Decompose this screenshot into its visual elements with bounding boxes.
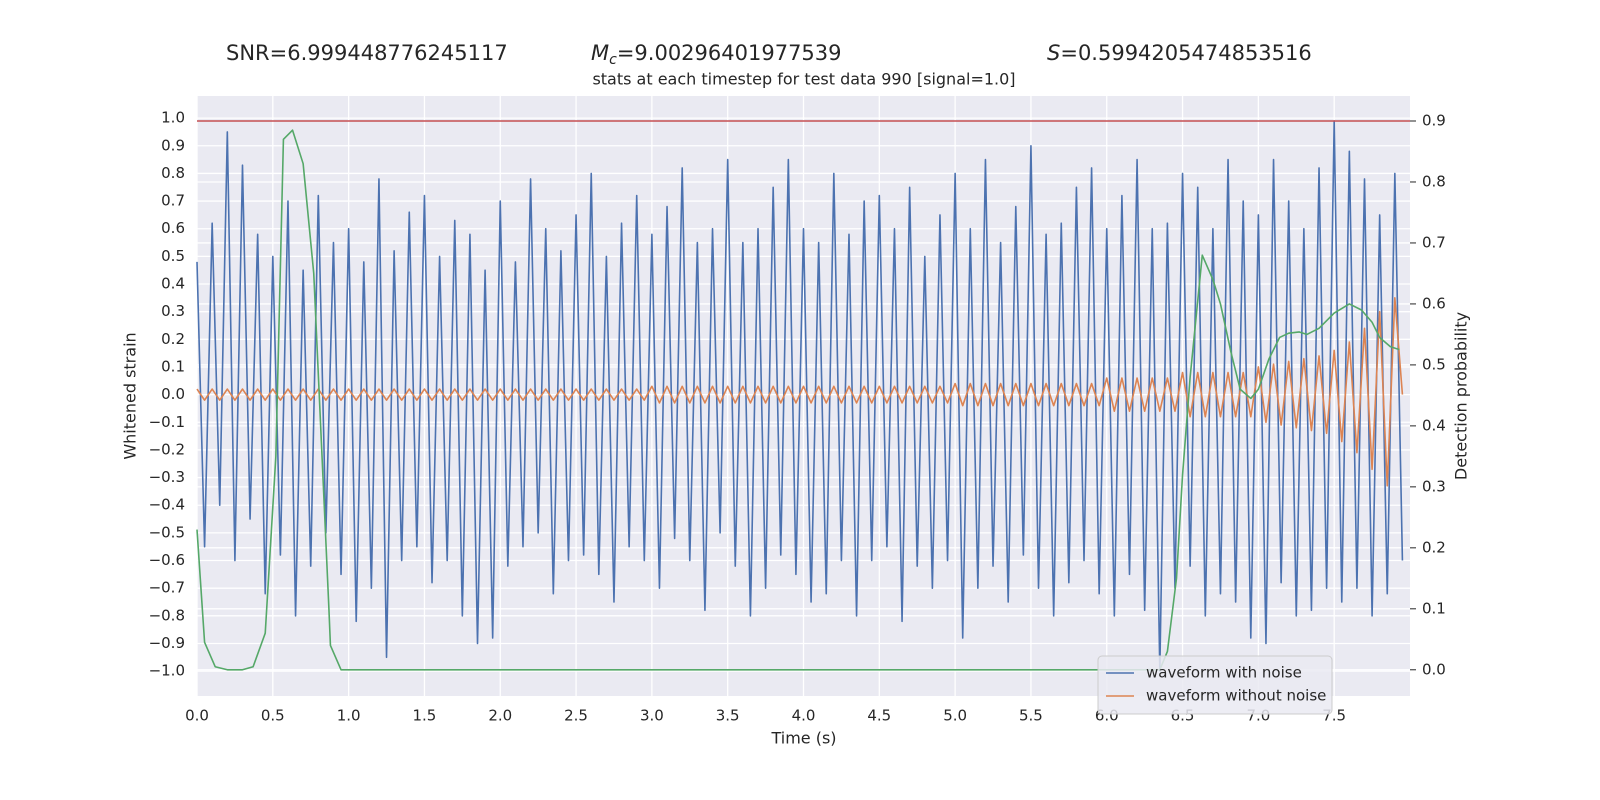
x-tick-label: 5.0 [943, 707, 967, 725]
y-tick-label: 0.5 [161, 247, 185, 265]
symbol: S [1047, 41, 1060, 65]
y-tick-label: 0.1 [161, 357, 185, 375]
series-line [196, 129, 1400, 671]
y2-tick-label: 0.5 [1422, 355, 1446, 373]
y-tick-label: −0.1 [149, 413, 185, 431]
y-tick-label: −0.3 [149, 468, 185, 486]
x-tick-label: 4.5 [867, 707, 891, 725]
y-tick-label: 0.3 [161, 302, 185, 320]
x-tick-label: 0.0 [185, 707, 209, 725]
y-tick-label: 0.9 [161, 136, 185, 154]
y-tick-label: 0.8 [161, 164, 185, 182]
y2-tick-label: 0.6 [1422, 294, 1446, 312]
y-tick-label: −0.4 [149, 496, 185, 514]
y-tick-label: −0.9 [149, 634, 185, 652]
y2-tick-label: 0.1 [1422, 599, 1446, 617]
y2-tick-label: 0.0 [1422, 660, 1446, 678]
x-tick-label: 5.5 [1019, 707, 1043, 725]
series-line [196, 297, 1404, 487]
y-tick-label: −0.5 [149, 523, 185, 541]
x-axis-label: Time (s) [770, 729, 836, 748]
y-tick-label: −0.7 [149, 579, 185, 597]
y2-axis-label: Detection probability [1452, 312, 1471, 480]
spin-annotation: S=0.5994205474853516 [1047, 41, 1312, 65]
x-tick-label: 0.5 [261, 707, 285, 725]
symbol: M [591, 41, 609, 65]
y2-tick-label: 0.7 [1422, 233, 1446, 251]
y-tick-label: 1.0 [161, 109, 185, 127]
y-tick-label: −0.8 [149, 606, 185, 624]
series-line [196, 120, 1404, 672]
y-axis-label: Whitened strain [121, 332, 140, 459]
x-tick-label: 1.0 [337, 707, 361, 725]
y2-tick-label: 0.9 [1422, 112, 1446, 130]
chart-title: stats at each timestep for test data 990… [592, 70, 1015, 89]
subscript: c [609, 52, 617, 68]
snr-annotation: SNR=6.999448776245117 [226, 41, 508, 65]
x-tick-label: 2.0 [488, 707, 512, 725]
value: =0.5994205474853516 [1060, 41, 1311, 65]
y2-tick-label: 0.4 [1422, 416, 1446, 434]
y-tick-label: 0.7 [161, 192, 185, 210]
y-tick-label: 0.2 [161, 330, 185, 348]
y2-tick-label: 0.2 [1422, 538, 1446, 556]
legend-label: waveform with noise [1146, 664, 1302, 682]
y-tick-label: −0.2 [149, 440, 185, 458]
legend-box [1097, 655, 1333, 715]
chirp-mass-annotation: Mc=9.00296401977539 [591, 41, 842, 68]
y-tick-label: −0.6 [149, 551, 185, 569]
y2-tick-label: 0.3 [1422, 477, 1446, 495]
y-tick-label: −1.0 [149, 662, 185, 680]
y-tick-label: 0.0 [161, 385, 185, 403]
x-tick-label: 2.5 [564, 707, 588, 725]
x-tick-label: 1.5 [413, 707, 437, 725]
y-tick-label: 0.6 [161, 219, 185, 237]
y-tick-label: 0.4 [161, 275, 185, 293]
value: =9.00296401977539 [617, 41, 842, 65]
legend-label: waveform without noise [1146, 687, 1326, 705]
y2-tick-label: 0.8 [1422, 172, 1446, 190]
x-tick-label: 3.0 [640, 707, 664, 725]
x-tick-label: 3.5 [716, 707, 740, 725]
x-tick-label: 4.0 [792, 707, 816, 725]
